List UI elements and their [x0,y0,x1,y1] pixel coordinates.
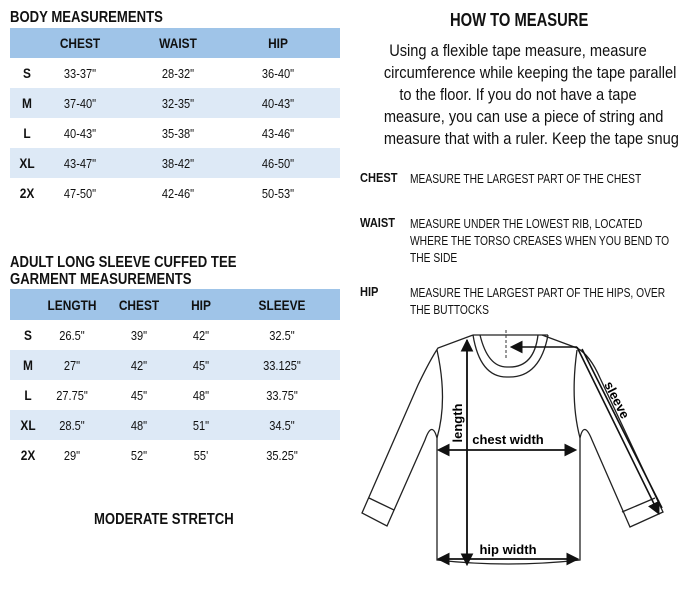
cell-value: 40-43" [63,125,97,141]
paragraph-line: Using a flexible tape measure, measure [389,41,647,60]
body-measurements-title: BODY MEASUREMENTS [10,9,163,26]
size-label: L [23,125,31,141]
cell-value: 52" [130,447,148,463]
instruction-text: MEASURE UNDER THE LOWEST RIB, LOCATED WHE… [410,216,669,267]
hip-width-label: hip width [479,542,536,557]
cell-value: 45" [192,357,210,373]
size-label: 2X [20,447,36,463]
size-label: 2X [19,185,35,201]
table-row: 2X 29" 52" 55' 35.25" [10,440,340,470]
cell-value: 33.125" [263,357,301,373]
cell-value: 42" [192,327,210,343]
instruction-label: CHEST [360,170,398,185]
cell-value: 48" [192,387,210,403]
cell-value: 46-50" [261,155,295,171]
table-row: L 27.75" 45" 48" 33.75" [10,380,340,410]
column-header: CHEST [59,35,101,51]
instruction-line: MEASURE THE LARGEST PART OF THE HIPS, OV… [410,286,666,300]
paragraph-line: measure that with a ruler. Keep the tape… [383,129,679,148]
cell-value: 26.5" [59,327,85,343]
measurement-arrows [436,338,663,567]
instruction-line: WHERE THE TORSO CREASES WHEN YOU BEND TO [410,234,670,248]
table-row: L 40-43" 35-38" 43-46" [10,118,340,148]
column-header: LENGTH [47,296,97,313]
cell-value: 35-38" [161,125,195,141]
cell-value: 51" [192,417,210,433]
table-row: M 27" 42" 45" 33.125" [10,350,340,380]
cell-value: 28.5" [59,417,85,433]
cell-value: 32-35" [161,95,195,111]
table-row: XL 43-47" 38-42" 46-50" [10,148,340,178]
length-label: length [450,403,465,442]
cell-value: 32.5" [269,327,295,343]
garment-measurements-table: LENGTH CHEST HIP SLEEVE S 26.5" 39" 42" 32.5" M 27… [10,289,340,471]
cell-value: 43-47" [63,155,97,171]
table-row: S 26.5" 39" 42" 32.5" [10,320,340,350]
column-header: SLEEVE [258,296,306,313]
body-measurements-table: CHEST WAIST HIP S 33-37" 28-32" 36-40" M 37-40" 3… [10,28,340,210]
instruction-line: MEASURE THE LARGEST PART OF THE CHEST [410,172,642,186]
how-to-measure-paragraph: Using a flexible tape measure, measure ci… [362,40,679,150]
sleeve-label: sleeve [601,379,632,421]
column-header: HIP [191,296,211,313]
table-row: XL 28.5" 48" 51" 34.5" [10,410,340,440]
size-label: L [24,387,32,403]
cell-value: 38-42" [161,155,195,171]
instruction-text: MEASURE THE LARGEST PART OF THE CHEST [410,171,641,188]
cell-value: 45" [130,387,148,403]
size-label: XL [19,155,35,171]
size-label: XL [20,417,36,433]
column-header: HIP [268,35,288,51]
cell-value: 27" [63,357,81,373]
size-label: M [23,357,33,373]
cell-value: 33-37" [63,65,97,81]
size-label: S [23,65,31,81]
instruction-label: HIP [360,284,379,299]
stretch-label: MODERATE STRETCH [94,511,234,528]
paragraph-line: circumference while keeping the tape par… [383,63,677,82]
table-row: M 37-40" 32-35" 40-43" [10,88,340,118]
cell-value: 28-32" [161,65,195,81]
cell-value: 48" [130,417,148,433]
cell-value: 27.75" [56,387,88,403]
size-label: S [24,327,32,343]
instruction-label: WAIST [360,215,395,230]
cell-value: 39" [130,327,148,343]
cell-value: 35.25" [266,447,298,463]
instruction-line: THE BUTTOCKS [410,303,489,317]
cell-value: 37-40" [63,95,97,111]
cell-value: 42-46" [161,185,195,201]
how-to-measure-title: HOW TO MEASURE [450,10,589,30]
cell-value: 43-46" [261,125,295,141]
paragraph-line: to the floor. If you do not have a tape [399,85,637,104]
garment-title-line2: GARMENT MEASUREMENTS [10,271,192,288]
cell-value: 42" [130,357,148,373]
cell-value: 40-43" [261,95,295,111]
cell-value: 29" [63,447,81,463]
cell-value: 47-50" [63,185,97,201]
paragraph-line: measure, you can use a piece of string a… [383,107,664,126]
cell-value: 55' [193,447,209,463]
cell-value: 36-40" [261,65,295,81]
cell-value: 33.75" [266,387,298,403]
table-header: CHEST WAIST HIP [10,28,340,58]
instruction-line: MEASURE UNDER THE LOWEST RIB, LOCATED [410,217,643,231]
cell-value: 50-53" [261,185,295,201]
table-row: S 33-37" 28-32" 36-40" [10,58,340,88]
chest-width-label: chest width [472,432,544,447]
column-header: WAIST [159,35,197,51]
size-label: M [22,95,32,111]
column-header: CHEST [118,296,160,313]
table-row: 2X 47-50" 42-46" 50-53" [10,178,340,208]
shirt-outline [361,334,664,565]
garment-title-line1: ADULT LONG SLEEVE CUFFED TEE [10,254,237,271]
instruction-text: MEASURE THE LARGEST PART OF THE HIPS, OV… [410,285,665,319]
cell-value: 34.5" [269,417,295,433]
table-header: LENGTH CHEST HIP SLEEVE [10,289,340,320]
instruction-line: THE SIDE [410,251,458,265]
